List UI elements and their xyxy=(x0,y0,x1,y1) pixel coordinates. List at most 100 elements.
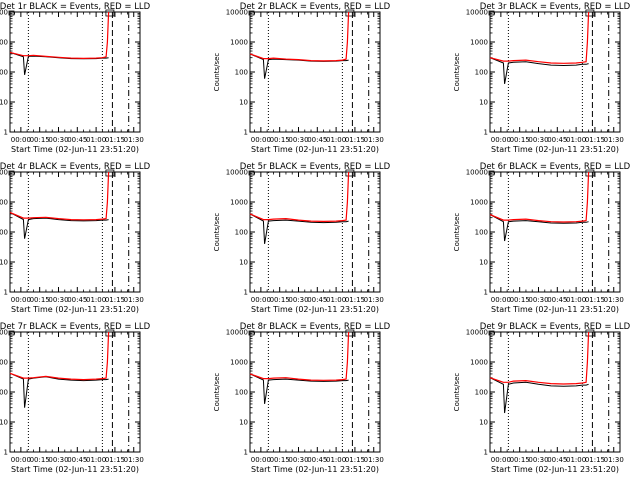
lld-series-line xyxy=(249,11,350,62)
events-series-line xyxy=(489,57,589,84)
y-tick-label: 1 xyxy=(484,129,488,137)
x-tick-label: 00:15 xyxy=(510,296,530,304)
y-tick-label: 1000 xyxy=(470,359,488,367)
corner-marker-box xyxy=(345,9,355,17)
x-tick-label: 00:15 xyxy=(270,296,290,304)
x-tick-label: 00:00 xyxy=(251,136,271,144)
x-tick-label: 00:30 xyxy=(48,296,68,304)
x-tick-label: 01:15 xyxy=(345,296,365,304)
chart-title: Det 6r BLACK = Events, RED = LLD xyxy=(480,162,631,172)
corner-marker-box xyxy=(345,169,355,177)
y-tick-label: 100 xyxy=(0,69,8,77)
x-tick-label: 00:00 xyxy=(251,456,271,464)
y-tick-label: 1 xyxy=(4,289,8,297)
x-tick-label: 01:30 xyxy=(604,136,624,144)
lld-series-line xyxy=(9,331,110,381)
x-tick-label: 01:00 xyxy=(326,136,346,144)
chart-panel: Det 7r BLACK = Events, RED = LLD 1 10 100 10… xyxy=(0,322,151,474)
y-tick-label: 10000 xyxy=(0,9,8,17)
x-tick-label: 01:30 xyxy=(364,296,384,304)
chart-panel: Det 8r BLACK = Events, RED = LLD 1 10 100 10… xyxy=(213,322,391,474)
x-tick-label: 01:00 xyxy=(86,136,106,144)
y-tick-label: 1000 xyxy=(470,199,488,207)
lld-series-line xyxy=(489,171,590,223)
events-series-line xyxy=(9,211,109,239)
chart-title: Det 4r BLACK = Events, RED = LLD xyxy=(0,162,151,172)
x-tick-label: 01:00 xyxy=(326,456,346,464)
x-tick-label: 00:00 xyxy=(491,296,511,304)
y-tick-label: 10000 xyxy=(226,169,248,177)
corner-marker-box xyxy=(8,330,15,336)
y-tick-label: 100 xyxy=(235,69,248,77)
x-tick-label: 00:45 xyxy=(547,296,567,304)
corner-marker-box xyxy=(488,330,495,336)
chart-panel: Det 4r BLACK = Events, RED = LLD 1 10 100 10… xyxy=(0,162,151,314)
x-tick-label: 01:00 xyxy=(326,296,346,304)
chart-panel: Det 3r BLACK = Events, RED = LLD 1 10 100 10… xyxy=(453,2,631,154)
y-tick-label: 100 xyxy=(0,389,8,397)
y-tick-label: 10000 xyxy=(466,9,488,17)
x-tick-label: 01:30 xyxy=(604,456,624,464)
y-tick-label: 10 xyxy=(479,419,488,427)
x-tick-label: 01:15 xyxy=(585,136,605,144)
x-tick-label: 00:45 xyxy=(307,296,327,304)
y-tick-label: 1000 xyxy=(470,39,488,47)
y-tick-label: 1 xyxy=(244,289,248,297)
x-tick-label: 01:15 xyxy=(585,296,605,304)
y-tick-label: 1 xyxy=(484,289,488,297)
x-tick-label: 00:45 xyxy=(547,456,567,464)
y-tick-label: 1 xyxy=(4,129,8,137)
x-tick-label: 01:00 xyxy=(566,296,586,304)
x-tick-label: 00:30 xyxy=(48,136,68,144)
y-tick-label: 1 xyxy=(484,449,488,457)
y-tick-label: 1000 xyxy=(230,199,248,207)
x-tick-label: 00:00 xyxy=(251,296,271,304)
corner-marker-box xyxy=(248,330,255,336)
events-series-line xyxy=(249,213,349,244)
chart-title: Det 5r BLACK = Events, RED = LLD xyxy=(240,162,391,172)
x-tick-label: 01:00 xyxy=(566,456,586,464)
y-tick-label: 10 xyxy=(239,99,248,107)
x-tick-label: 00:30 xyxy=(528,296,548,304)
y-tick-label: 100 xyxy=(475,229,488,237)
x-tick-label: 00:15 xyxy=(30,136,50,144)
corner-marker-box xyxy=(105,329,115,337)
chart-panel: Det 2r BLACK = Events, RED = LLD 1 10 100 10… xyxy=(213,2,391,154)
x-tick-label: 00:00 xyxy=(491,456,511,464)
y-tick-label: 1000 xyxy=(230,359,248,367)
x-tick-label: 00:45 xyxy=(307,456,327,464)
corner-marker-box xyxy=(248,10,255,16)
x-tick-label: 00:30 xyxy=(528,136,548,144)
x-tick-label: 00:45 xyxy=(547,136,567,144)
y-tick-label: 10 xyxy=(0,259,8,267)
y-tick-label: 10000 xyxy=(226,329,248,337)
x-axis-label: Start Time (02-Jun-11 23:51:20) xyxy=(491,145,619,154)
x-tick-label: 01:15 xyxy=(345,136,365,144)
x-axis-label: Start Time (02-Jun-11 23:51:20) xyxy=(11,465,139,474)
y-tick-label: 10000 xyxy=(0,329,8,337)
chart-panel: Det 6r BLACK = Events, RED = LLD 1 10 100 10… xyxy=(453,162,631,314)
y-tick-label: 100 xyxy=(0,229,8,237)
y-tick-label: 1000 xyxy=(0,39,8,47)
x-tick-label: 00:15 xyxy=(270,456,290,464)
chart-title: Det 9r BLACK = Events, RED = LLD xyxy=(480,322,631,332)
corner-marker-box xyxy=(105,169,115,177)
x-tick-label: 00:00 xyxy=(11,136,31,144)
x-tick-label: 00:45 xyxy=(67,456,87,464)
y-tick-label: 100 xyxy=(235,229,248,237)
y-tick-label: 10 xyxy=(239,259,248,267)
x-tick-label: 01:30 xyxy=(604,296,624,304)
y-tick-label: 10 xyxy=(0,419,8,427)
y-tick-label: 100 xyxy=(475,69,488,77)
events-series-line xyxy=(249,373,349,404)
chart-panel: Det 5r BLACK = Events, RED = LLD 1 10 100 10… xyxy=(213,162,391,314)
x-tick-label: 00:00 xyxy=(491,136,511,144)
y-tick-label: 10000 xyxy=(226,9,248,17)
x-tick-label: 00:30 xyxy=(288,456,308,464)
y-tick-label: 100 xyxy=(475,389,488,397)
lld-series-line xyxy=(9,11,110,60)
y-tick-label: 1000 xyxy=(0,359,8,367)
corner-marker-box xyxy=(488,10,495,16)
corner-marker-box xyxy=(585,329,595,337)
y-tick-label: 10000 xyxy=(0,169,8,177)
